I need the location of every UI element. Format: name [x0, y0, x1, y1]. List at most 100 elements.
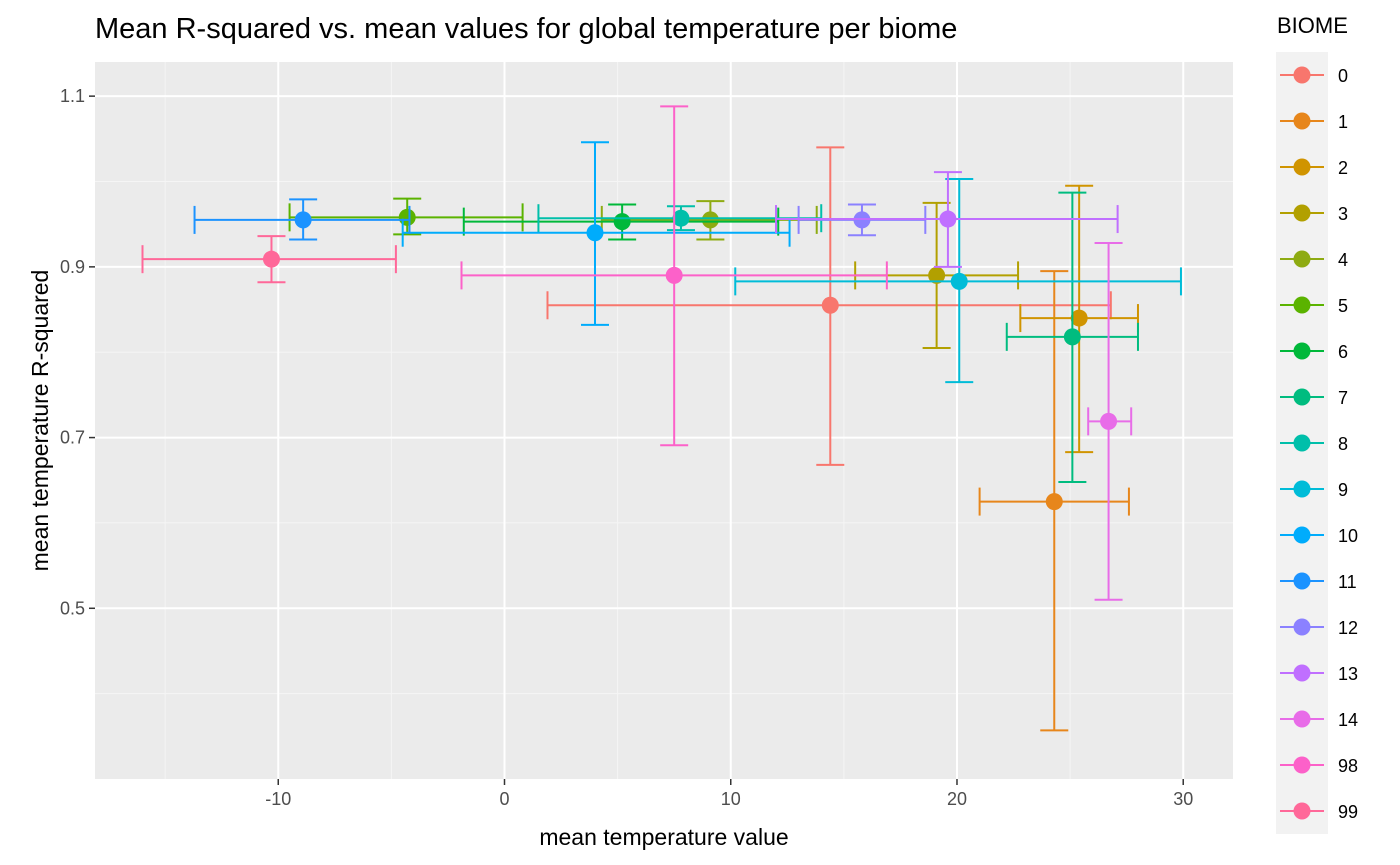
y-tick-label: 1.1	[60, 86, 85, 106]
y-tick-label: 0.5	[60, 598, 85, 618]
legend-key-point	[1293, 112, 1311, 130]
grid-minor	[95, 62, 1233, 779]
series-biome-3	[854, 201, 1020, 349]
series-biome-98	[460, 105, 888, 447]
legend-item-0: 0	[1280, 66, 1348, 86]
legend-label: 1	[1338, 112, 1348, 132]
legend-label: 11	[1338, 572, 1357, 592]
legend-item-5: 5	[1280, 296, 1348, 316]
legend-item-2: 2	[1280, 158, 1348, 178]
legend-key-point	[1293, 434, 1311, 452]
legend-label: 5	[1338, 296, 1348, 316]
x-tick-label: 20	[947, 789, 967, 809]
legend-label: 7	[1338, 388, 1348, 408]
data-point	[672, 209, 690, 227]
legend-label: 6	[1338, 342, 1348, 362]
legend-key-point	[1293, 66, 1311, 84]
legend-key-point	[1293, 204, 1311, 222]
grid-major	[95, 62, 1233, 779]
legend-item-11: 11	[1280, 572, 1357, 592]
data-point	[821, 296, 839, 314]
legend-item-9: 9	[1280, 480, 1348, 500]
legend-label: 0	[1338, 66, 1348, 86]
data-point	[665, 266, 683, 284]
plot-panel	[95, 62, 1233, 779]
legend-key-point	[1293, 250, 1311, 268]
series-biome-11	[193, 198, 411, 241]
series-biome-10	[401, 141, 791, 326]
legend-key-point	[1293, 618, 1311, 636]
legend-key-point	[1293, 802, 1311, 820]
data-point	[1045, 493, 1063, 511]
data-point	[939, 210, 957, 228]
data-point	[294, 211, 312, 229]
legend-item-14: 14	[1280, 710, 1358, 730]
legend-item-4: 4	[1280, 250, 1348, 270]
legend-label: 4	[1338, 250, 1348, 270]
legend-key-point	[1293, 756, 1311, 774]
chart-title: Mean R-squared vs. mean values for globa…	[95, 13, 957, 45]
series-biome-7	[1005, 191, 1139, 483]
legend-label: 9	[1338, 480, 1348, 500]
legend-item-12: 12	[1280, 618, 1358, 638]
legend-title: BIOME	[1277, 13, 1348, 38]
legend-key-point	[1293, 572, 1311, 590]
legend-label: 13	[1338, 664, 1358, 684]
series-biome-14	[1087, 241, 1133, 601]
legend-key-point	[1293, 158, 1311, 176]
data-point	[262, 250, 280, 268]
data-point	[586, 224, 604, 242]
x-axis: -10 0 10 20 30	[265, 779, 1193, 809]
legend-key-point	[1293, 664, 1311, 682]
legend-item-10: 10	[1280, 526, 1358, 546]
legend-item-3: 3	[1280, 204, 1348, 224]
data-marks	[141, 105, 1182, 732]
legend-item-1: 1	[1280, 112, 1348, 132]
y-axis: 0.5 0.7 0.9 1.1	[60, 86, 95, 618]
data-point	[398, 208, 416, 226]
data-point	[950, 272, 968, 290]
legend-item-8: 8	[1280, 434, 1348, 454]
series-biome-0	[546, 146, 1112, 466]
data-point	[1063, 328, 1081, 346]
series-biome-1	[978, 270, 1130, 732]
legend-label: 12	[1338, 618, 1358, 638]
legend-key-point	[1293, 342, 1311, 360]
legend-label: 3	[1338, 204, 1348, 224]
data-point	[1070, 309, 1088, 327]
legend-label: 10	[1338, 526, 1358, 546]
legend-label: 8	[1338, 434, 1348, 454]
series-biome-99	[141, 235, 397, 284]
series-biome-8	[537, 204, 823, 233]
x-tick-label: 30	[1173, 789, 1193, 809]
data-point	[1100, 412, 1118, 430]
x-axis-title: mean temperature value	[539, 824, 788, 850]
legend-item-99: 99	[1280, 802, 1358, 822]
legend-label: 99	[1338, 802, 1358, 822]
data-point	[701, 211, 719, 229]
series-biome-2	[1019, 184, 1139, 454]
legend-key-point	[1293, 388, 1311, 406]
x-tick-label: 10	[721, 789, 741, 809]
legend-item-98: 98	[1280, 756, 1358, 776]
x-tick-label: -10	[265, 789, 291, 809]
y-tick-label: 0.7	[60, 428, 85, 448]
data-point	[928, 266, 946, 284]
series-biome-5	[288, 197, 524, 236]
legend-key-point	[1293, 480, 1311, 498]
y-tick-label: 0.9	[60, 257, 85, 277]
y-axis-title: mean temperature R-squared	[27, 270, 53, 572]
legend-label: 14	[1338, 710, 1358, 730]
legend-item-7: 7	[1280, 388, 1348, 408]
x-tick-label: 0	[499, 789, 509, 809]
legend-item-6: 6	[1280, 342, 1348, 362]
legend-label: 2	[1338, 158, 1348, 178]
data-point	[613, 213, 631, 231]
legend-label: 98	[1338, 756, 1358, 776]
legend-key-point	[1293, 296, 1311, 314]
series-biome-13	[774, 171, 1119, 268]
series-biome-9	[734, 177, 1182, 384]
legend-item-13: 13	[1280, 664, 1358, 684]
